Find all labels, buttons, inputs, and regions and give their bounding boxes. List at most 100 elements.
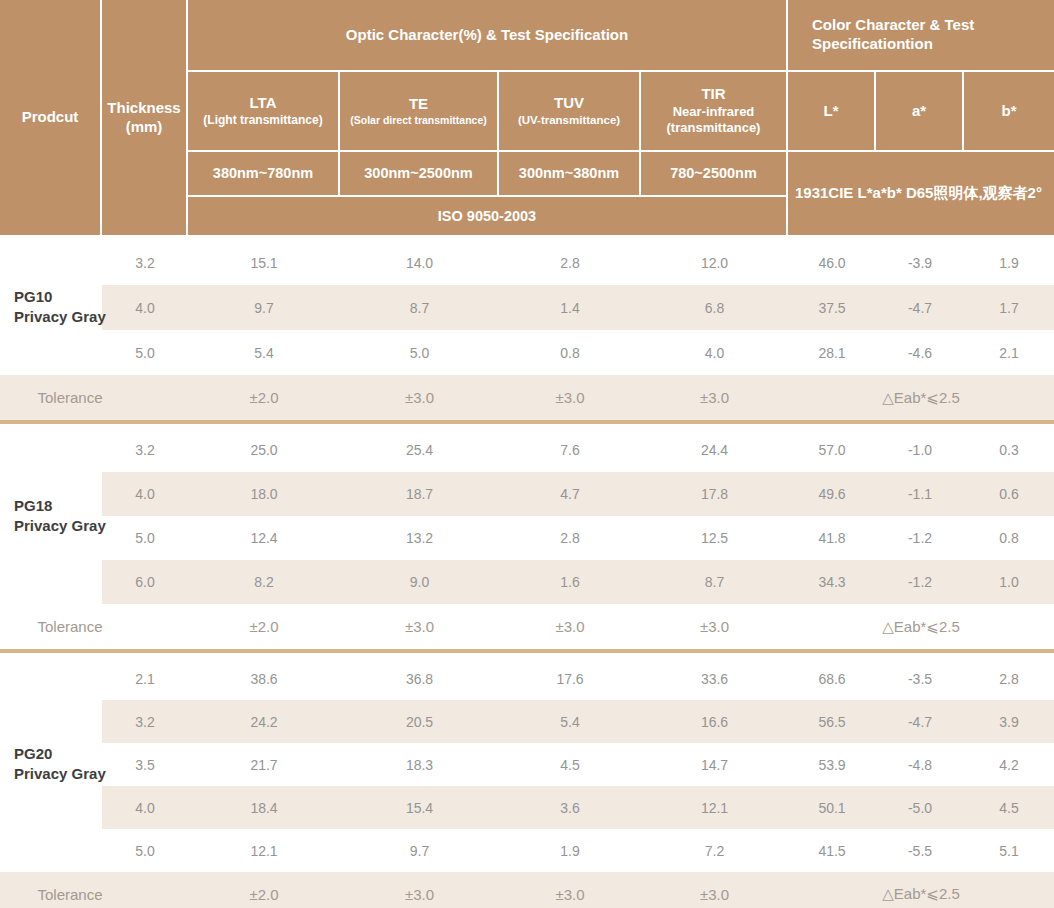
tuv-value: 4.7 [499,472,641,516]
bstar-value: 5.1 [964,829,1054,872]
col-desc-lta: (Light transmittance) [203,113,322,128]
product-series: Privacy Gray [14,764,106,784]
product-code: PG10 [14,287,106,307]
bstar-value: 4.2 [964,743,1054,786]
tolerance-row: Tolerance ±2.0 ±3.0 ±3.0 ±3.0 △Eab*⩽2.5 [0,604,1054,649]
table-header: Prodcut Thickness (mm) Optic Character(%… [0,0,1054,235]
tir-value: 12.0 [641,240,788,285]
header-col-tir: TIR Near-infrared (transmittance) [641,72,786,150]
lstar-value: 50.1 [788,786,876,829]
table-row: 5.0 12.1 9.7 1.9 7.2 41.5 -5.5 5.1 [0,829,1054,872]
te-value: 13.2 [340,516,499,560]
col-desc-tuv: (UV-transmittance) [518,113,620,127]
tolerance-tuv: ±3.0 [499,872,641,908]
lta-value: 25.0 [188,428,340,472]
astar-value: -1.0 [876,428,964,472]
te-value: 9.0 [340,560,499,604]
header-col-bstar: b* [964,72,1054,150]
bstar-value: 1.0 [964,560,1054,604]
product-spacer [0,240,102,285]
tolerance-tir: ±3.0 [641,872,788,908]
section-pg18: PG18 Privacy Gray 3.2 25.0 25.4 7.6 24.4… [0,428,1054,649]
bstar-value: 0.6 [964,472,1054,516]
tir-value: 17.8 [641,472,788,516]
header-product: Prodcut [0,0,100,235]
lta-value: 21.7 [188,743,340,786]
tuv-value: 5.4 [499,700,641,743]
col-name-tuv: TUV [554,94,584,113]
lstar-value: 37.5 [788,285,876,330]
tolerance-row: Tolerance ±2.0 ±3.0 ±3.0 ±3.0 △Eab*⩽2.5 [0,375,1054,420]
astar-value: -1.2 [876,560,964,604]
lstar-value: 56.5 [788,700,876,743]
tolerance-color: △Eab*⩽2.5 [788,604,1054,649]
tolerance-tuv: ±3.0 [499,604,641,649]
thickness-value: 4.0 [102,285,188,330]
bstar-value: 0.3 [964,428,1054,472]
tir-value: 12.1 [641,786,788,829]
table-row: 3.2 24.2 20.5 5.4 16.6 56.5 -4.7 3.9 [0,700,1054,743]
header-thickness: Thickness (mm) [102,0,186,235]
product-name-pg18: PG18 Privacy Gray [14,496,106,536]
lta-value: 18.4 [188,786,340,829]
iso-standard: ISO 9050-2003 [188,197,786,235]
spec-table-page: Prodcut Thickness (mm) Optic Character(%… [0,0,1054,908]
range-te: 300nm~2500nm [340,152,497,195]
thickness-value: 3.2 [102,240,188,285]
lstar-value: 46.0 [788,240,876,285]
tir-value: 24.4 [641,428,788,472]
tuv-value: 2.8 [499,516,641,560]
col-name-te: TE [409,95,428,114]
range-lta: 380nm~780nm [188,152,338,195]
range-tir: 780~2500nm [641,152,786,195]
bstar-value: 2.8 [964,657,1054,700]
te-value: 15.4 [340,786,499,829]
lta-value: 12.1 [188,829,340,872]
tolerance-label: Tolerance [0,604,188,649]
product-code: PG18 [14,496,106,516]
table-row: 2.1 38.6 36.8 17.6 33.6 68.6 -3.5 2.8 [0,657,1054,700]
tuv-value: 0.8 [499,330,641,375]
lta-value: 5.4 [188,330,340,375]
table-row: 5.0 12.4 13.2 2.8 12.5 41.8 -1.2 0.8 [0,516,1054,560]
astar-value: -1.2 [876,516,964,560]
tuv-value: 2.8 [499,240,641,285]
thickness-value: 4.0 [102,786,188,829]
header-col-lstar: L* [788,72,874,150]
thickness-value: 3.2 [102,700,188,743]
table-row: 3.2 25.0 25.4 7.6 24.4 57.0 -1.0 0.3 [0,428,1054,472]
product-series: Privacy Gray [14,307,106,327]
thickness-unit: (mm) [126,118,163,137]
header-col-tuv: TUV (UV-transmittance) [499,72,639,150]
lta-value: 38.6 [188,657,340,700]
cie-note: 1931CIE L*a*b* D65照明体,观察者2° [788,152,1054,235]
tolerance-lta: ±2.0 [188,604,340,649]
table-row: 5.0 5.4 5.0 0.8 4.0 28.1 -4.6 2.1 [0,330,1054,375]
tolerance-color: △Eab*⩽2.5 [788,375,1054,420]
thickness-value: 3.5 [102,743,188,786]
astar-value: -5.0 [876,786,964,829]
product-spacer [0,560,102,604]
astar-value: -5.5 [876,829,964,872]
tuv-value: 3.6 [499,786,641,829]
tuv-value: 1.4 [499,285,641,330]
astar-value: -3.9 [876,240,964,285]
product-spacer [0,829,102,872]
tir-value: 6.8 [641,285,788,330]
lta-value: 24.2 [188,700,340,743]
header-col-te: TE (Solar direct transmittance) [340,72,497,150]
lstar-value: 68.6 [788,657,876,700]
bstar-value: 1.9 [964,240,1054,285]
section-divider [0,420,1054,424]
table-row: 4.0 18.0 18.7 4.7 17.8 49.6 -1.1 0.6 [0,472,1054,516]
bstar-value: 4.5 [964,786,1054,829]
lta-value: 18.0 [188,472,340,516]
lta-value: 9.7 [188,285,340,330]
tolerance-lta: ±2.0 [188,872,340,908]
header-col-astar: a* [876,72,962,150]
lstar-value: 57.0 [788,428,876,472]
astar-value: -4.7 [876,285,964,330]
col-name-lta: LTA [250,94,277,113]
table-row: 3.2 15.1 14.0 2.8 12.0 46.0 -3.9 1.9 [0,240,1054,285]
tir-value: 8.7 [641,560,788,604]
